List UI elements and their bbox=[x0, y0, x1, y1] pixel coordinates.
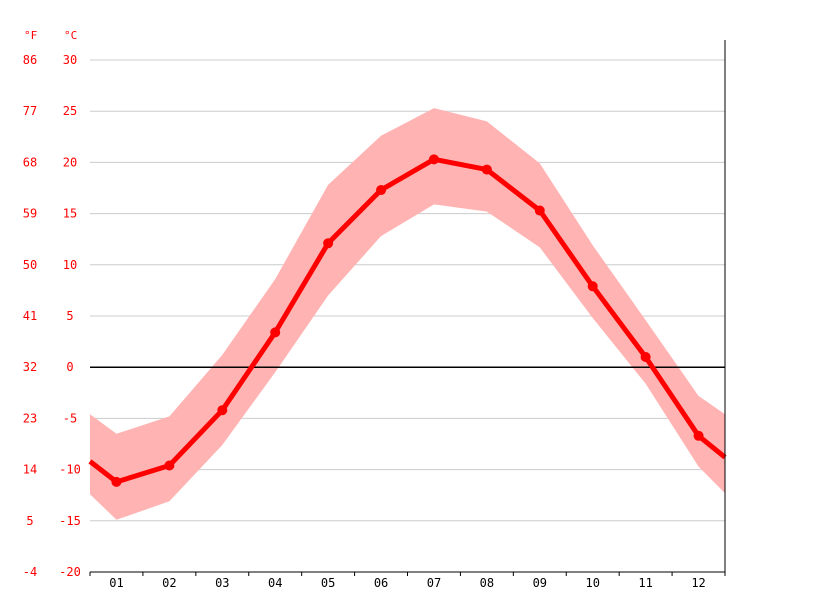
y-tick-label-fahrenheit: 23 bbox=[23, 411, 37, 425]
y-tick-label-celsius: -5 bbox=[63, 411, 77, 425]
data-point bbox=[587, 281, 598, 292]
data-point bbox=[693, 430, 704, 441]
x-tick-label: 10 bbox=[585, 576, 599, 590]
y-tick-label-fahrenheit: 68 bbox=[23, 155, 37, 169]
fahrenheit-unit-label: °F bbox=[24, 29, 37, 42]
y-tick-label-fahrenheit: 86 bbox=[23, 53, 37, 67]
y-tick-label-fahrenheit: 14 bbox=[23, 463, 37, 477]
data-point bbox=[217, 405, 228, 416]
y-tick-label-celsius: 30 bbox=[63, 53, 77, 67]
data-point bbox=[111, 476, 122, 487]
x-tick-label: 12 bbox=[691, 576, 705, 590]
x-axis-ticks: 01 02 03 04 05 06 07 08 09 10 11 12 bbox=[89, 572, 726, 590]
average-temperature-points bbox=[111, 154, 704, 487]
y-tick-label-fahrenheit: 41 bbox=[23, 309, 37, 323]
y-axis-ticks: 86 30 77 25 68 20 59 15 50 10 41 5 32 0 23 -5 14 -10 5 -15 -… bbox=[23, 53, 81, 579]
y-tick-label-celsius: 15 bbox=[63, 207, 77, 221]
x-tick-label: 05 bbox=[321, 576, 335, 590]
y-tick-label-celsius: -15 bbox=[59, 514, 81, 528]
x-tick-label: 09 bbox=[533, 576, 547, 590]
data-point bbox=[164, 460, 175, 471]
y-tick-label-celsius: 5 bbox=[66, 309, 73, 323]
y-tick-label-celsius: -20 bbox=[59, 565, 81, 579]
x-tick-label: 11 bbox=[638, 576, 652, 590]
y-tick-label-celsius: 10 bbox=[63, 258, 77, 272]
celsius-unit-label: °C bbox=[64, 29, 77, 42]
average-temperature-line bbox=[88, 156, 727, 485]
y-tick-label-fahrenheit: -4 bbox=[23, 565, 37, 579]
data-point bbox=[428, 154, 439, 165]
data-point bbox=[534, 205, 545, 216]
y-tick-label-fahrenheit: 59 bbox=[23, 207, 37, 221]
data-point bbox=[323, 238, 334, 249]
x-tick-label: 08 bbox=[480, 576, 494, 590]
data-point bbox=[376, 185, 387, 196]
x-tick-label: 04 bbox=[268, 576, 282, 590]
y-tick-label-fahrenheit: 5 bbox=[26, 514, 33, 528]
data-point bbox=[640, 351, 651, 362]
x-tick-label: 03 bbox=[215, 576, 229, 590]
y-tick-label-fahrenheit: 50 bbox=[23, 258, 37, 272]
temperature-range-band bbox=[90, 108, 725, 520]
y-tick-label-fahrenheit: 77 bbox=[23, 104, 37, 118]
y-tick-label-celsius: 0 bbox=[66, 360, 73, 374]
y-tick-label-celsius: 20 bbox=[63, 155, 77, 169]
x-tick-label: 06 bbox=[374, 576, 388, 590]
y-tick-label-celsius: -10 bbox=[59, 463, 81, 477]
data-point bbox=[481, 164, 492, 175]
x-tick-label: 02 bbox=[162, 576, 176, 590]
y-tick-label-celsius: 25 bbox=[63, 104, 77, 118]
y-tick-label-fahrenheit: 32 bbox=[23, 360, 37, 374]
x-tick-label: 01 bbox=[109, 576, 123, 590]
data-point bbox=[270, 327, 281, 338]
x-tick-label: 07 bbox=[427, 576, 441, 590]
